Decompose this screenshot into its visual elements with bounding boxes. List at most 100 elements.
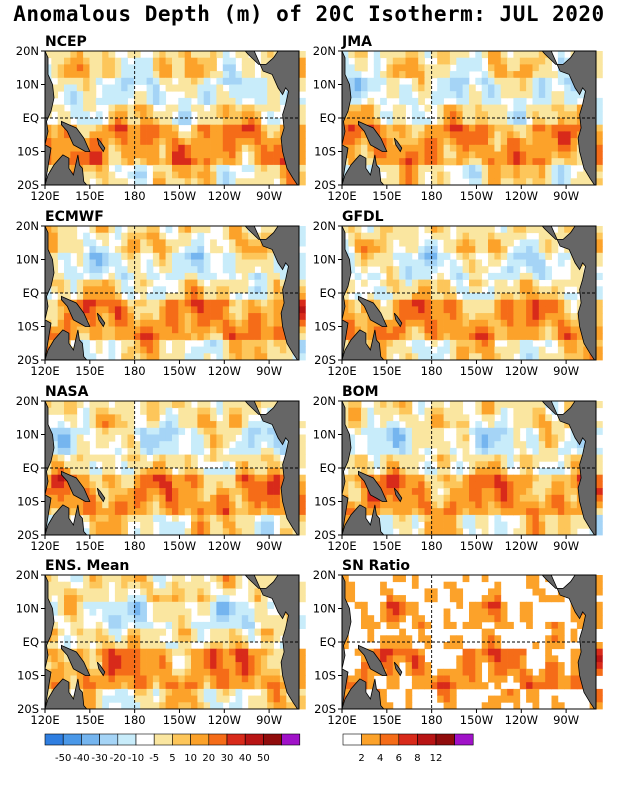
heat-cell: [57, 581, 65, 589]
heat-cell: [596, 286, 603, 294]
heat-cell: [159, 319, 167, 327]
heat-cell: [386, 246, 394, 254]
heat-cell: [216, 447, 224, 455]
heat-cell: [260, 447, 268, 455]
heat-cell: [532, 131, 540, 139]
heat-cell: [570, 124, 578, 132]
heat-cell: [488, 339, 495, 347]
heat-cell: [191, 299, 198, 307]
heat-cell: [392, 401, 400, 409]
heat-cell: [159, 286, 167, 294]
heat-cell: [235, 259, 243, 267]
heat-cell: [411, 51, 419, 59]
heat-cell: [89, 401, 97, 409]
heat-cell: [430, 279, 438, 287]
heat-cell: [299, 648, 306, 656]
heat-cell: [488, 346, 495, 354]
heat-cell: [203, 407, 211, 415]
heat-cell: [191, 648, 198, 656]
heat-cell: [437, 474, 444, 482]
heat-cell: [102, 131, 109, 139]
heat-cell: [108, 178, 116, 186]
heat-cell: [216, 91, 224, 99]
heat-cell: [216, 279, 224, 287]
heat-cell: [229, 118, 236, 126]
heat-cell: [114, 628, 122, 636]
heat-cell: [380, 514, 387, 522]
heat-cell: [140, 286, 147, 294]
heat-cell: [133, 648, 141, 656]
heat-cell: [191, 454, 198, 462]
heat-cell: [399, 319, 406, 327]
heat-cell: [152, 427, 160, 435]
heat-cell: [392, 64, 400, 72]
heat-cell: [551, 164, 559, 172]
heat-cell: [469, 226, 476, 234]
heat-cell: [507, 131, 514, 139]
heat-cell: [241, 326, 249, 334]
heat-cell: [299, 64, 306, 72]
heat-cell: [140, 333, 147, 341]
heat-cell: [89, 293, 97, 301]
heat-cell: [380, 481, 387, 489]
heat-cell: [89, 608, 97, 616]
heat-cell: [532, 293, 540, 301]
heat-cell: [507, 164, 514, 172]
heat-cell: [254, 468, 262, 476]
heat-cell: [380, 164, 387, 172]
heat-cell: [538, 494, 546, 502]
heat-cell: [361, 306, 368, 314]
heat-cell: [127, 501, 135, 509]
heat-cell: [254, 131, 262, 139]
heat-cell: [386, 346, 394, 354]
heat-cell: [437, 272, 444, 280]
heat-cell: [424, 91, 432, 99]
heat-cell: [475, 421, 483, 429]
heat-cell: [222, 521, 230, 529]
heat-cell: [203, 124, 211, 132]
heat-cell: [507, 64, 514, 72]
heat-cell: [121, 468, 128, 476]
heat-cell: [557, 111, 565, 119]
heat-cell: [443, 138, 451, 146]
heat-cell: [424, 118, 432, 126]
heat-cell: [443, 488, 451, 496]
heat-cell: [191, 333, 198, 341]
land-mask: [244, 50, 300, 186]
heat-cell: [367, 104, 375, 112]
heat-cell: [570, 118, 578, 126]
heat-cell: [576, 158, 584, 166]
heat-cell: [159, 91, 167, 99]
heat-cell: [248, 333, 255, 341]
heat-cell: [386, 286, 394, 294]
heat-cell: [500, 313, 508, 321]
heat-cell: [373, 77, 381, 85]
heat-cell: [279, 333, 287, 341]
heat-cell: [551, 421, 559, 429]
heat-cell: [102, 286, 109, 294]
heat-cell: [405, 326, 413, 334]
heat-cell: [456, 158, 464, 166]
heat-cell: [51, 481, 59, 489]
heat-cell: [399, 346, 406, 354]
heat-cell: [538, 259, 546, 267]
heat-cell: [241, 286, 249, 294]
heat-cell: [532, 158, 540, 166]
heat-cell: [380, 474, 387, 482]
heat-cell: [386, 259, 394, 267]
heat-cell: [229, 138, 236, 146]
heat-cell: [576, 333, 584, 341]
heat-cell: [140, 313, 147, 321]
heat-cell: [248, 474, 255, 482]
heat-cell: [494, 57, 502, 65]
heat-cell: [299, 104, 306, 112]
heat-cell: [191, 521, 198, 529]
heat-cell: [184, 118, 192, 126]
heat-cell: [456, 427, 464, 435]
heat-cell: [557, 226, 565, 234]
heat-cell: [159, 461, 167, 469]
heat-cell: [178, 528, 186, 536]
heat-cell: [70, 104, 78, 112]
heat-cell: [89, 164, 97, 172]
heat-cell: [273, 84, 281, 92]
